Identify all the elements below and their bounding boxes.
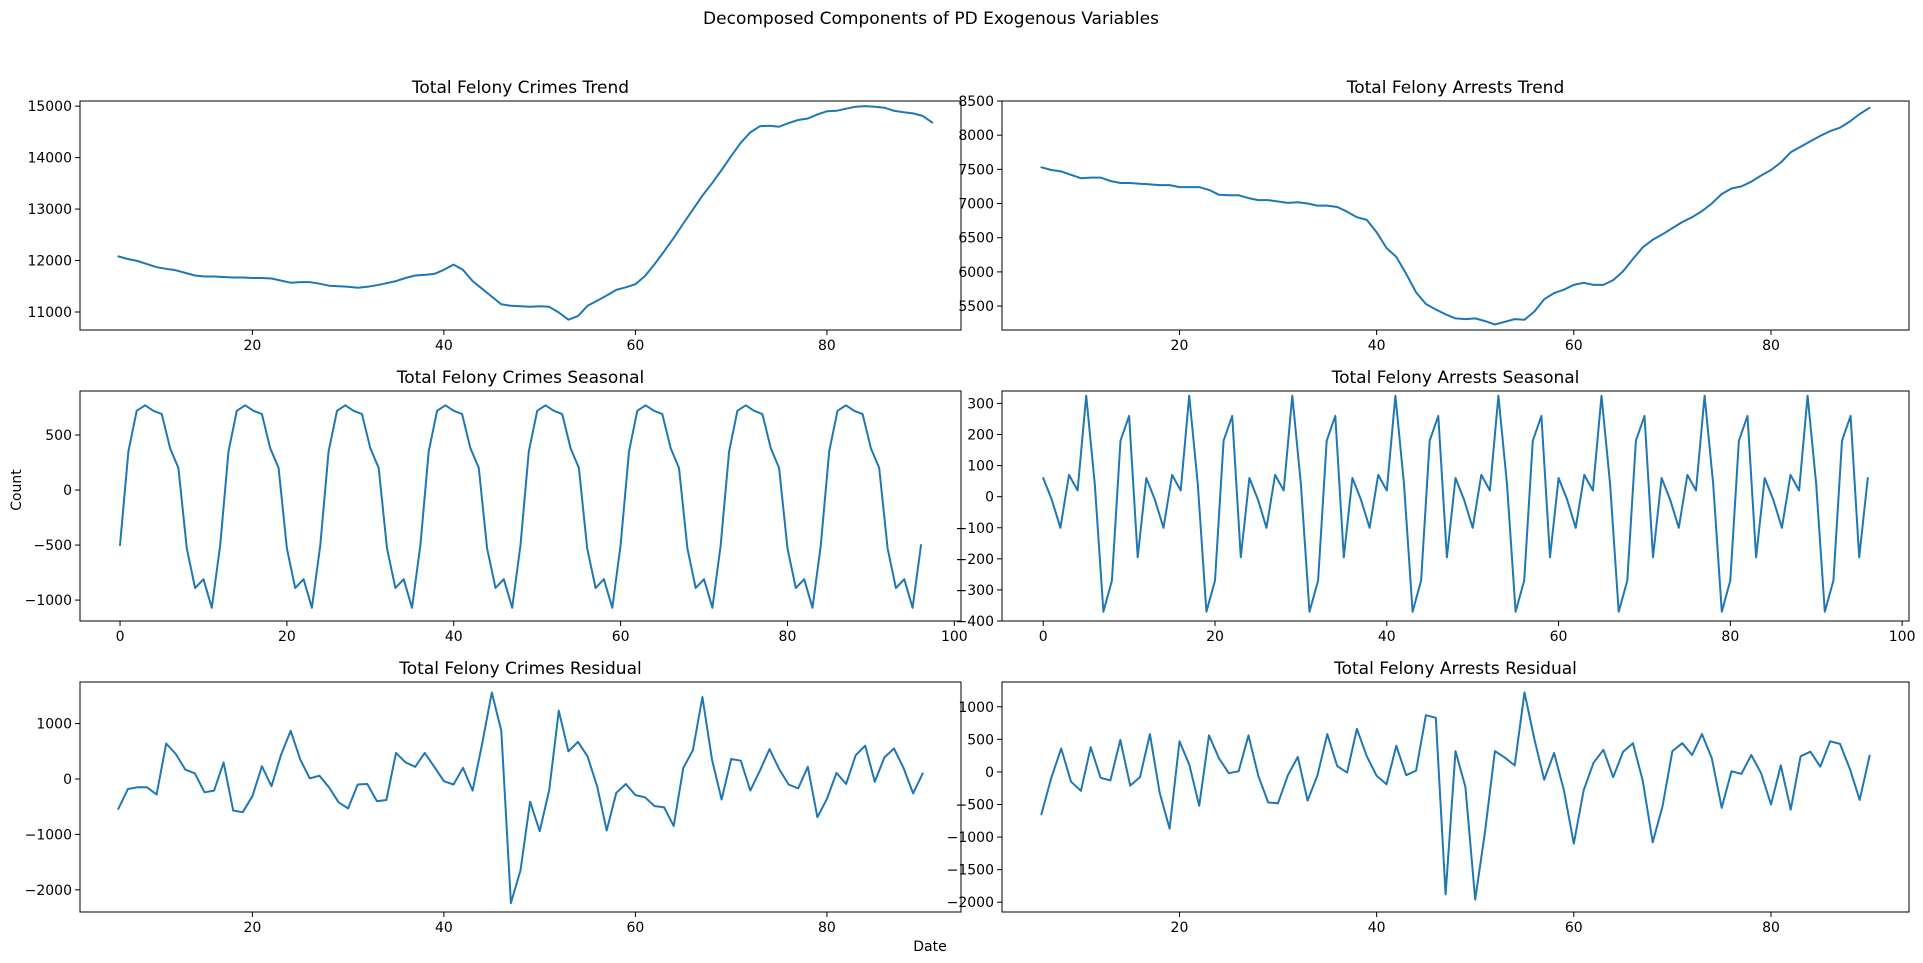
- crimes-residual-series-line: [117, 691, 924, 905]
- arrests-trend-y-tick-label: 8500: [958, 94, 994, 110]
- arrests-seasonal-y-tick-label: −200: [956, 552, 994, 568]
- arrests-seasonal-y-tick-label: −100: [956, 521, 994, 537]
- arrests-residual-y-tick-label: 500: [967, 732, 994, 748]
- arrests-seasonal-x-tick-label: 80: [1721, 629, 1739, 645]
- crimes-trend-x-tick-label: 60: [626, 338, 644, 354]
- arrests-seasonal-x-tick-label: 40: [1378, 629, 1396, 645]
- crimes-residual-x-tick-label: 20: [243, 920, 261, 936]
- arrests-residual-x-tick-label: 80: [1762, 920, 1780, 936]
- crimes-trend-y-tick-label: 15000: [27, 99, 72, 115]
- crimes-trend-x-tick-label: 80: [818, 338, 836, 354]
- arrests-residual-y-tick-label: 1000: [958, 700, 994, 716]
- subplot-grid: Total Felony Crimes Trend 20 40 60 80 11000 12…: [25, 78, 1916, 936]
- arrests-trend-x-tick-label: 20: [1171, 338, 1189, 354]
- crimes-trend-x-tick-label: 40: [435, 338, 453, 354]
- arrests-trend-panel: Total Felony Arrests Trend 20 40 60 80 5500 60…: [958, 78, 1910, 354]
- crimes-seasonal-panel: Total Felony Crimes Seasonal 0 20 40 60 80 100…: [25, 368, 968, 645]
- crimes-seasonal-x-tick-label: 100: [941, 629, 968, 645]
- arrests-residual-y-tick-label: −1000: [947, 830, 994, 846]
- crimes-seasonal-x-tick-label: 40: [445, 629, 463, 645]
- arrests-seasonal-y-tick-label: 100: [967, 459, 994, 475]
- crimes-residual-y-tick-label: −1000: [25, 827, 72, 843]
- crimes-trend-y-tick-label: 11000: [27, 305, 72, 321]
- arrests-seasonal-x-tick-label: 100: [1889, 629, 1916, 645]
- arrests-trend-x-tick-label: 40: [1368, 338, 1386, 354]
- crimes-residual-title: Total Felony Crimes Residual: [398, 659, 641, 679]
- crimes-residual-y-tick-label: 0: [63, 772, 72, 788]
- crimes-seasonal-series-line: [119, 404, 922, 609]
- arrests-seasonal-y-tick-label: −400: [956, 614, 994, 630]
- arrests-seasonal-y-tick-label: −300: [956, 583, 994, 599]
- crimes-seasonal-y-tick-label: 500: [45, 428, 72, 444]
- arrests-residual-y-tick-label: 0: [985, 765, 994, 781]
- crimes-trend-y-tick-label: 14000: [27, 151, 72, 167]
- crimes-residual-panel: Total Felony Crimes Residual 20 40 60 80 −200…: [25, 659, 962, 936]
- crimes-trend-axes-frame: [79, 100, 962, 331]
- crimes-residual-axes-frame: [79, 681, 962, 913]
- crimes-residual-y-tick-label: 1000: [36, 717, 72, 733]
- crimes-residual-y-tick-label: −2000: [25, 883, 72, 899]
- figure-y-label: Count: [9, 469, 25, 511]
- arrests-residual-axes-frame: [1001, 681, 1910, 913]
- crimes-trend-y-tick-label: 13000: [27, 202, 72, 218]
- crimes-trend-title: Total Felony Crimes Trend: [411, 78, 629, 98]
- crimes-seasonal-axes-frame: [79, 390, 962, 622]
- crimes-seasonal-x-tick-label: 60: [612, 629, 630, 645]
- crimes-seasonal-y-tick-label: 0: [63, 483, 72, 499]
- figure-suptitle: Decomposed Components of PD Exogenous Va…: [703, 9, 1159, 29]
- crimes-trend-x-tick-label: 20: [243, 338, 261, 354]
- arrests-trend-x-tick-label: 60: [1565, 338, 1583, 354]
- arrests-trend-series-line: [1040, 106, 1871, 326]
- arrests-trend-y-tick-label: 7000: [958, 197, 994, 213]
- arrests-trend-title: Total Felony Arrests Trend: [1346, 78, 1564, 98]
- arrests-residual-series-line: [1040, 691, 1871, 901]
- arrests-seasonal-y-tick-label: 0: [985, 490, 994, 506]
- arrests-seasonal-axes-frame: [1001, 390, 1910, 622]
- arrests-trend-x-tick-label: 80: [1762, 338, 1780, 354]
- arrests-residual-title: Total Felony Arrests Residual: [1333, 659, 1577, 679]
- crimes-residual-x-tick-label: 60: [626, 920, 644, 936]
- arrests-residual-x-tick-label: 20: [1171, 920, 1189, 936]
- arrests-seasonal-x-tick-label: 0: [1039, 629, 1048, 645]
- arrests-residual-x-tick-label: 40: [1368, 920, 1386, 936]
- arrests-seasonal-x-tick-label: 60: [1550, 629, 1568, 645]
- arrests-residual-x-tick-label: 60: [1565, 920, 1583, 936]
- arrests-trend-axes-frame: [1001, 100, 1910, 331]
- crimes-seasonal-x-tick-label: 20: [278, 629, 296, 645]
- crimes-trend-y-tick-label: 12000: [27, 254, 72, 270]
- crimes-residual-x-tick-label: 80: [818, 920, 836, 936]
- crimes-trend-panel: Total Felony Crimes Trend 20 40 60 80 11000 12…: [27, 78, 962, 354]
- arrests-residual-y-tick-label: −2000: [947, 895, 994, 911]
- crimes-seasonal-x-tick-label: 80: [779, 629, 797, 645]
- arrests-trend-y-tick-label: 6500: [958, 231, 994, 247]
- arrests-trend-y-tick-label: 8000: [958, 128, 994, 144]
- arrests-residual-y-tick-label: −1500: [947, 863, 994, 879]
- arrests-trend-y-tick-label: 6000: [958, 265, 994, 281]
- arrests-seasonal-panel: Total Felony Arrests Seasonal 0 20 40 60 80 10…: [956, 368, 1916, 645]
- arrests-seasonal-y-tick-label: 300: [967, 396, 994, 412]
- crimes-seasonal-x-tick-label: 0: [116, 629, 125, 645]
- crimes-seasonal-y-tick-label: −1000: [25, 593, 72, 609]
- arrests-trend-y-tick-label: 7500: [958, 162, 994, 178]
- arrests-residual-panel: Total Felony Arrests Residual 20 40 60 80 −20…: [947, 659, 1910, 936]
- arrests-trend-y-tick-label: 5500: [958, 299, 994, 315]
- arrests-seasonal-title: Total Felony Arrests Seasonal: [1331, 368, 1580, 388]
- arrests-seasonal-x-tick-label: 20: [1206, 629, 1224, 645]
- arrests-seasonal-series-line: [1042, 394, 1869, 613]
- crimes-trend-series-line: [117, 105, 934, 321]
- crimes-seasonal-y-tick-label: −500: [34, 538, 72, 554]
- arrests-residual-y-tick-label: −500: [956, 797, 994, 813]
- crimes-residual-x-tick-label: 40: [435, 920, 453, 936]
- arrests-seasonal-y-tick-label: 200: [967, 428, 994, 444]
- crimes-seasonal-title: Total Felony Crimes Seasonal: [396, 368, 644, 388]
- figure-x-label: Date: [913, 939, 946, 955]
